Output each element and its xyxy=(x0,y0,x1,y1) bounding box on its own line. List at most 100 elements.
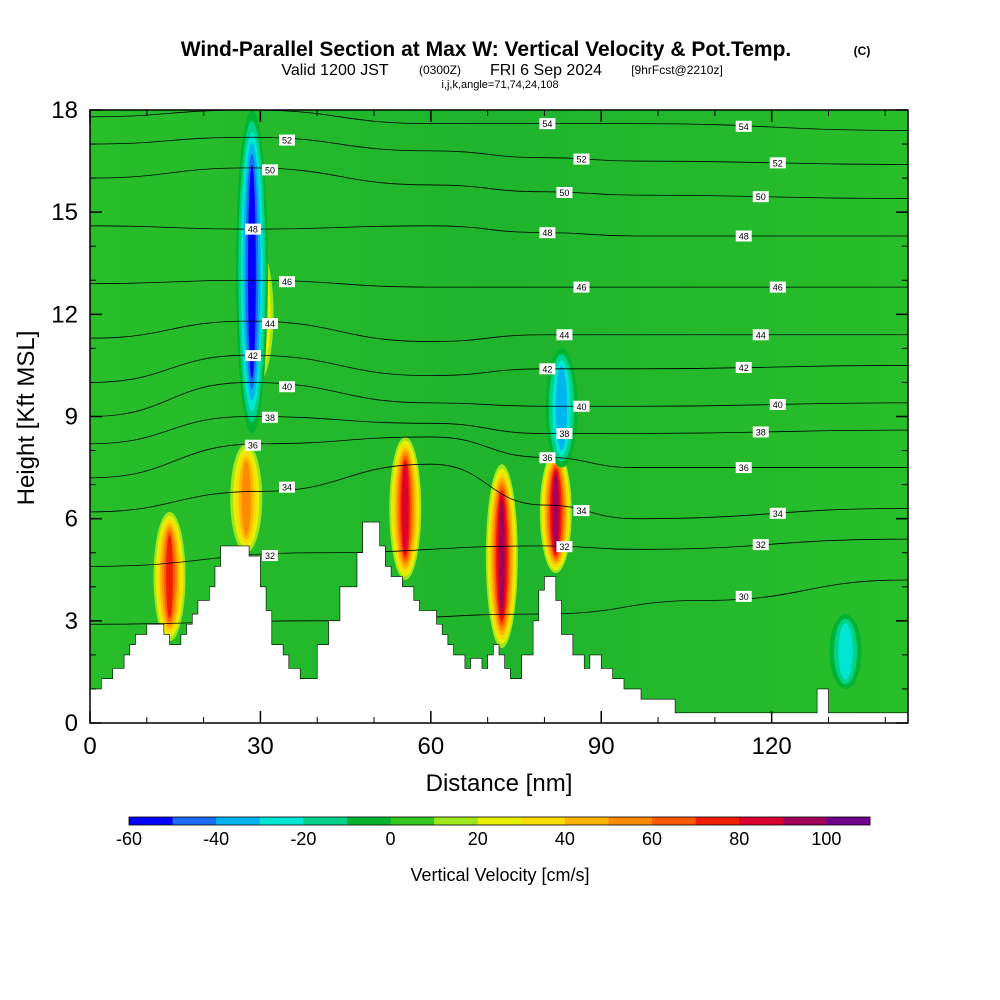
colorbar-tick-label: 20 xyxy=(468,829,488,849)
theta-contour-46 xyxy=(90,279,908,288)
theta-contour-36 xyxy=(90,436,908,479)
svg-text:44: 44 xyxy=(265,319,275,329)
theta-label: 42 xyxy=(539,363,556,375)
svg-text:42: 42 xyxy=(542,364,552,374)
y-tick-label: 9 xyxy=(65,404,78,431)
svg-text:40: 40 xyxy=(773,400,783,410)
theta-label: 46 xyxy=(769,281,786,293)
svg-text:48: 48 xyxy=(739,232,749,242)
theta-label: 30 xyxy=(735,590,752,602)
theta-label: 50 xyxy=(556,186,573,198)
colorbar-swatch xyxy=(172,817,217,825)
svg-text:50: 50 xyxy=(265,165,275,175)
y-tick-label: 6 xyxy=(65,506,78,533)
chart-title: Wind-Parallel Section at Max W: Vertical… xyxy=(181,38,792,61)
theta-label: 48 xyxy=(735,230,752,242)
velocity-band xyxy=(166,534,173,619)
velocity-band xyxy=(553,473,559,551)
theta-label: 48 xyxy=(539,227,556,239)
svg-text:50: 50 xyxy=(559,188,569,198)
svg-text:40: 40 xyxy=(282,382,292,392)
theta-label: 50 xyxy=(752,191,769,203)
velocity-band xyxy=(241,461,251,536)
theta-label: 40 xyxy=(279,381,296,393)
theta-label: 38 xyxy=(752,426,769,438)
svg-text:44: 44 xyxy=(559,330,569,340)
colorbar-swatch xyxy=(564,817,609,825)
svg-text:34: 34 xyxy=(282,483,292,493)
velocity-band xyxy=(838,623,853,680)
y-axis-label: Height [Kft MSL] xyxy=(13,331,40,506)
theta-label: 50 xyxy=(261,164,278,176)
colorbar-tick-label: 40 xyxy=(555,829,575,849)
theta-label: 46 xyxy=(279,276,296,288)
y-tick-label: 3 xyxy=(65,608,78,635)
theta-contour-42 xyxy=(90,354,908,383)
updraft-core-0 xyxy=(153,511,186,642)
colorbar-swatch xyxy=(652,817,697,825)
y-tick-label: 12 xyxy=(51,301,78,328)
svg-text:52: 52 xyxy=(282,136,292,146)
svg-text:46: 46 xyxy=(773,283,783,293)
theta-label: 52 xyxy=(769,157,786,169)
colorbar-swatch xyxy=(782,817,827,825)
velocity-band xyxy=(248,165,256,379)
x-tick-label: 120 xyxy=(752,733,792,760)
colorbar-swatch xyxy=(477,817,522,825)
svg-text:30: 30 xyxy=(739,592,749,602)
theta-label: 42 xyxy=(244,350,261,362)
theta-label: 52 xyxy=(573,153,590,165)
downdraft-core-2 xyxy=(829,614,862,689)
svg-text:36: 36 xyxy=(739,463,749,473)
x-tick-label: 60 xyxy=(417,733,444,760)
theta-contour-50 xyxy=(90,167,908,199)
velocity-band xyxy=(402,463,409,554)
colorbar-tick-label: -40 xyxy=(203,829,229,849)
svg-text:48: 48 xyxy=(542,228,552,238)
theta-contour-52 xyxy=(90,136,908,165)
colorbar-frame xyxy=(128,816,871,826)
subtitle-date: FRI 6 Sep 2024 xyxy=(490,62,602,79)
theta-label: 42 xyxy=(735,361,752,373)
y-tick-label: 0 xyxy=(65,710,78,737)
svg-text:52: 52 xyxy=(773,158,783,168)
svg-text:54: 54 xyxy=(739,122,749,132)
svg-text:38: 38 xyxy=(265,413,275,423)
velocity-band xyxy=(499,498,505,614)
theta-label: 32 xyxy=(261,550,278,562)
terrain-mask xyxy=(90,521,908,723)
colorbar-swatch xyxy=(216,817,261,825)
x-tick-label: 90 xyxy=(588,733,615,760)
theta-label: 40 xyxy=(573,400,590,412)
terrain xyxy=(90,521,908,723)
colorbar-swatch xyxy=(826,817,871,825)
theta-contour-40 xyxy=(90,382,908,417)
svg-text:38: 38 xyxy=(559,429,569,439)
svg-text:42: 42 xyxy=(739,363,749,373)
theta-contour-48 xyxy=(90,225,908,237)
svg-text:36: 36 xyxy=(542,453,552,463)
svg-text:48: 48 xyxy=(248,225,258,235)
theta-contour-38 xyxy=(90,416,908,445)
svg-text:36: 36 xyxy=(248,441,258,451)
colorbar-tick-label: -20 xyxy=(290,829,316,849)
colorbar-tick-label: 60 xyxy=(642,829,662,849)
colorbar-swatch xyxy=(739,817,784,825)
colorbar-tick-label: 100 xyxy=(811,829,841,849)
theta-label: 34 xyxy=(769,507,786,519)
colorbar-tick-label: -60 xyxy=(116,829,142,849)
svg-text:32: 32 xyxy=(559,542,569,552)
theta-label: 36 xyxy=(539,452,556,464)
theta-label: 36 xyxy=(735,462,752,474)
theta-label: 38 xyxy=(261,411,278,423)
theta-label: 54 xyxy=(735,120,752,132)
x-tick-label: 0 xyxy=(83,733,96,760)
y-tick-label: 18 xyxy=(51,97,78,124)
theta-label: 40 xyxy=(769,399,786,411)
y-tick-label: 15 xyxy=(51,199,78,226)
theta-contour-44 xyxy=(90,320,908,342)
chart-subtitle: Valid 1200 JST (0300Z) FRI 6 Sep 2024 [9… xyxy=(281,62,722,79)
colorbar-label: Vertical Velocity [cm/s] xyxy=(410,865,589,885)
